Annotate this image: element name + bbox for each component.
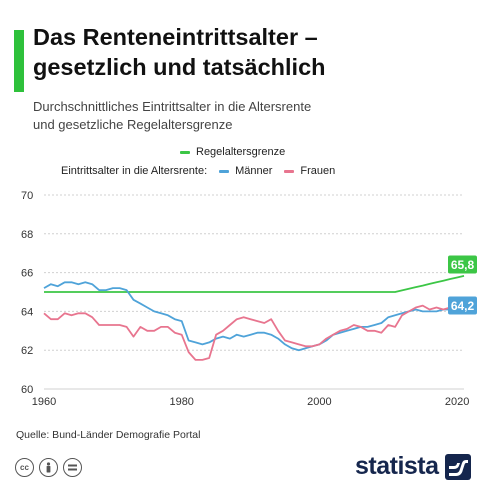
title-line-1: Das Renteneintrittsalter –	[33, 24, 318, 50]
legend-label-regel: Regelaltersgrenze	[196, 146, 286, 158]
chart-title: Das Renteneintrittsalter – gesetzlich un…	[33, 22, 493, 82]
subtitle-line-2: und gesetzliche Regelaltersgrenze	[33, 117, 233, 132]
by-icon[interactable]	[39, 458, 58, 477]
title-line-2: gesetzlich und tatsächlich	[33, 54, 326, 80]
x-tick-label-2000: 2000	[307, 396, 331, 408]
end-label-bg-maenner	[448, 296, 477, 315]
y-tick-label-60: 60	[21, 384, 33, 396]
source-note: Quelle: Bund-Länder Demografie Portal	[16, 429, 201, 441]
y-tick-label-64: 64	[21, 306, 33, 318]
x-tick-label-1980: 1980	[169, 396, 193, 408]
x-tick-label-2020: 2020	[445, 396, 469, 408]
cc-icon[interactable]: cc	[15, 458, 34, 477]
statista-mark-icon	[444, 453, 471, 480]
legend-prefix: Eintrittsalter in die Altersrente:	[61, 165, 208, 177]
license-icons: cc	[15, 458, 82, 477]
subtitle-line-1: Durchschnittliches Eintrittsalter in die…	[33, 99, 312, 114]
y-tick-label-66: 66	[21, 268, 33, 280]
legend-label-maenner: Männer	[235, 165, 273, 177]
legend-swatch-frauen	[284, 169, 295, 173]
legend-item-regelaltersgrenze: Regelaltersgrenze	[180, 146, 285, 158]
brand-wordmark: statista	[355, 452, 439, 480]
legend-swatch-maenner	[219, 169, 230, 173]
nd-icon[interactable]	[63, 458, 82, 477]
end-label-maenner: 64,2	[451, 299, 475, 313]
line-chart: 60 62 64 66 68 70 1960 1980 2000 2020 65,8 64,2	[21, 190, 477, 408]
end-label-regel: 65,8	[451, 258, 475, 272]
legend-swatch-regel	[180, 150, 190, 154]
statista-logo[interactable]: statista	[355, 452, 471, 481]
chart-subtitle: Durchschnittliches Eintrittsalter in die…	[33, 98, 493, 134]
x-tick-label-1960: 1960	[32, 396, 56, 408]
title-accent-bar	[14, 30, 24, 92]
y-tick-label-70: 70	[21, 190, 33, 202]
end-label-bg-regel	[448, 255, 477, 274]
legend-label-frauen: Frauen	[300, 165, 336, 177]
series-line-maenner	[43, 281, 458, 352]
series-line-regel	[44, 275, 465, 293]
y-tick-label-62: 62	[21, 345, 33, 357]
legend-eintrittsalter: Eintrittsalter in die Altersrente: Männe…	[61, 165, 335, 177]
y-tick-label-68: 68	[21, 229, 33, 241]
series-line-frauen	[43, 304, 458, 361]
